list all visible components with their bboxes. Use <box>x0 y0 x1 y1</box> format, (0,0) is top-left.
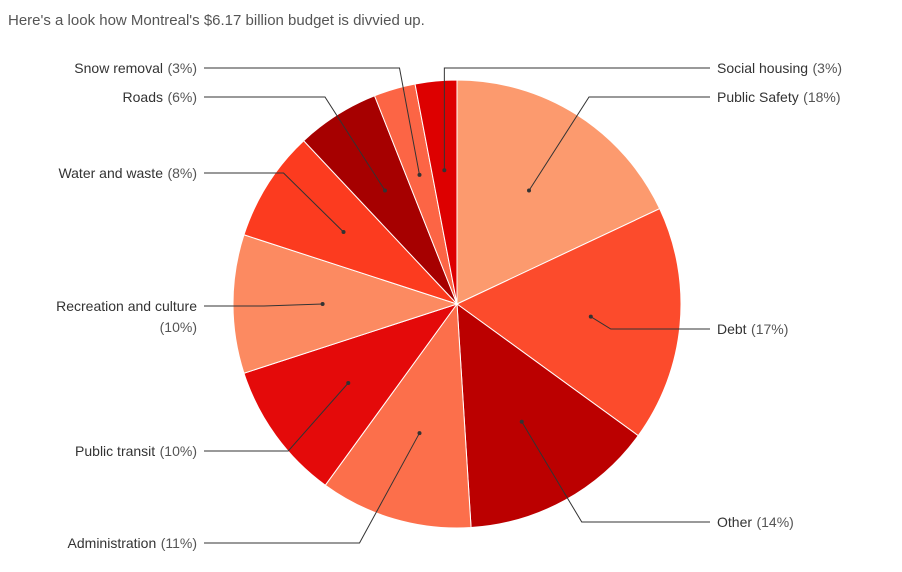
slice-label-name: Social housing <box>717 60 808 76</box>
leader-dot-social-housing <box>442 168 447 173</box>
leader-dot-roads <box>382 188 387 193</box>
leader-line-recreation-and-culture <box>204 303 323 307</box>
slice-label-percent: (14%) <box>756 514 793 530</box>
slice-label-snow-removal: Snow removal (3%) <box>74 60 197 77</box>
leader-dot-other <box>519 419 524 424</box>
leader-line-administration <box>204 432 420 544</box>
leader-line-snow-removal <box>204 67 420 176</box>
slice-labels: Public Safety (18%) Debt (17%) Other (14%)… <box>56 60 842 552</box>
slice-label-debt: Debt (17%) <box>717 321 788 338</box>
slice-label-percent: (3%) <box>167 60 197 76</box>
pie-slice-public-transit[interactable] <box>243 303 459 486</box>
slice-label-percent: (18%) <box>803 89 840 105</box>
slice-label-percent: (6%) <box>167 89 197 105</box>
slice-label-roads: Roads (6%) <box>123 89 197 106</box>
leader-line-social-housing <box>443 67 710 171</box>
slice-label-social-housing: Social housing (3%) <box>717 60 842 77</box>
label-leaders <box>204 67 710 544</box>
pie-slice-recreation-and-culture[interactable] <box>232 234 459 374</box>
pie-slice-water-and-waste[interactable] <box>243 140 458 305</box>
slice-label-percent: (3%) <box>813 60 843 76</box>
slice-label-other: Other (14%) <box>717 514 794 531</box>
slice-label-name: Public transit <box>75 443 155 459</box>
leader-dot-administration <box>417 431 422 436</box>
leader-dot-water-and-waste <box>341 229 346 234</box>
leader-line-public-transit <box>204 382 349 452</box>
slice-label-name: Recreation and culture <box>56 298 197 314</box>
slice-label-name: Other <box>717 514 752 530</box>
slice-label-recreation-and-culture: Recreation and culture (10%) <box>56 298 197 335</box>
slice-label-name: Public Safety <box>717 89 799 105</box>
leader-line-public-safety <box>528 96 710 191</box>
leader-line-water-and-waste <box>204 172 344 233</box>
slice-label-percent: (10%) <box>160 319 197 335</box>
slice-label-name: Snow removal <box>74 60 163 76</box>
slice-label-name: Roads <box>123 89 163 105</box>
leader-dot-public-transit <box>346 380 351 385</box>
slice-label-public-transit: Public transit (10%) <box>75 443 197 460</box>
slice-label-name: Water and waste <box>58 165 163 181</box>
leader-line-other <box>521 421 710 523</box>
pie-slice-social-housing[interactable] <box>414 79 458 305</box>
leader-dot-public-safety <box>527 188 532 193</box>
slice-label-public-safety: Public Safety (18%) <box>717 89 841 106</box>
slice-label-percent: (10%) <box>160 443 197 459</box>
slice-label-water-and-waste: Water and waste (8%) <box>58 165 197 182</box>
pie-slice-other[interactable] <box>456 302 639 529</box>
leader-dot-snow-removal <box>417 172 422 177</box>
leader-dot-debt <box>588 314 593 319</box>
slice-label-administration: Administration (11%) <box>68 535 197 552</box>
pie-slices <box>232 79 682 529</box>
leader-line-debt <box>590 316 710 330</box>
slice-label-percent: (8%) <box>167 165 197 181</box>
slice-label-percent: (17%) <box>751 321 788 337</box>
leader-line-roads <box>204 96 386 191</box>
slice-label-percent: (11%) <box>161 535 197 551</box>
pie-slice-administration[interactable] <box>324 302 472 529</box>
slice-label-name: Debt <box>717 321 747 337</box>
chart-subtitle: Here's a look how Montreal's $6.17 billi… <box>8 12 425 29</box>
leader-dot-recreation-and-culture <box>320 302 325 306</box>
pie-slice-debt[interactable] <box>456 207 682 437</box>
slice-label-name: Administration <box>68 535 157 551</box>
